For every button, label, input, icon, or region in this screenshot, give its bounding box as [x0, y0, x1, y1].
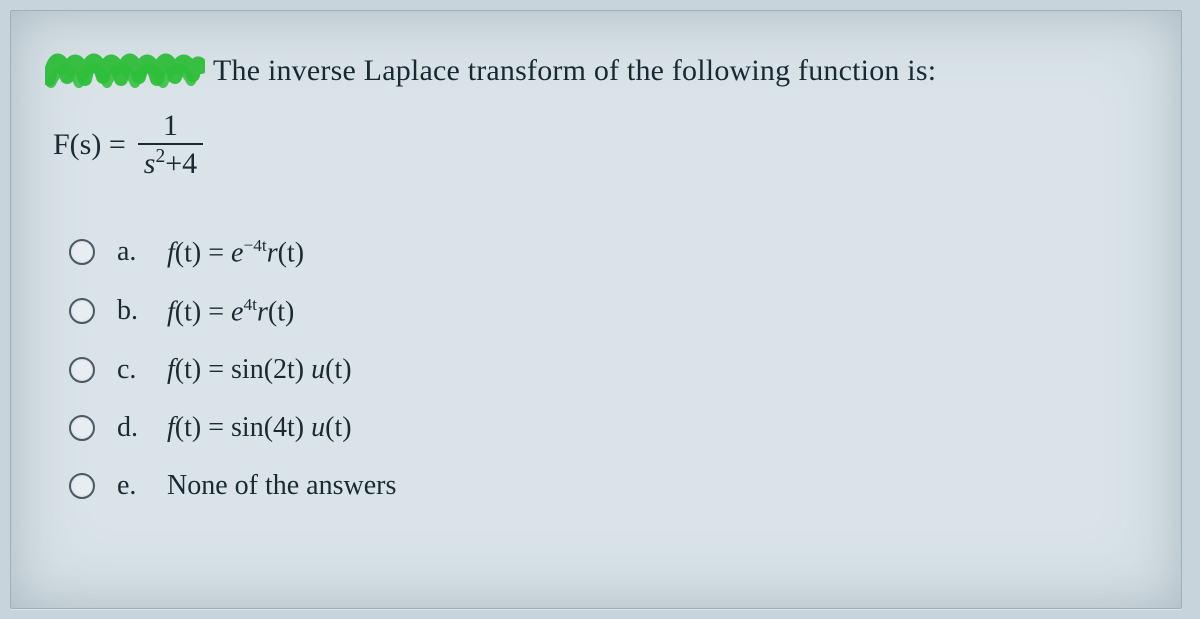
- radio-icon[interactable]: [69, 473, 95, 499]
- option-a[interactable]: a. f(t) = e−4tr(t): [69, 236, 1145, 269]
- radio-icon[interactable]: [69, 298, 95, 324]
- option-math: f(t) = sin(4t) u(t): [167, 412, 352, 444]
- radio-icon[interactable]: [69, 415, 95, 441]
- option-math: f(t) = e−4tr(t): [167, 236, 304, 269]
- question-prompt: The inverse Laplace transform of the fol…: [213, 51, 1145, 92]
- option-key: c.: [117, 354, 145, 386]
- expression-fraction: 1 s2+4: [138, 110, 203, 180]
- fraction-denominator: s2+4: [138, 145, 203, 180]
- radio-icon[interactable]: [69, 239, 95, 265]
- option-key: a.: [117, 236, 145, 268]
- option-c[interactable]: c. f(t) = sin(2t) u(t): [69, 354, 1145, 386]
- option-key: b.: [117, 295, 145, 327]
- option-text: None of the answers: [167, 470, 396, 502]
- options-list: a. f(t) = e−4tr(t) b. f(t) = e4tr(t) c. …: [69, 236, 1145, 503]
- fraction-numerator: 1: [157, 110, 184, 144]
- option-key: e.: [117, 470, 145, 502]
- option-d[interactable]: d. f(t) = sin(4t) u(t): [69, 412, 1145, 444]
- expression-lhs: F(s) =: [53, 128, 126, 162]
- green-scribble-highlight: [45, 33, 205, 95]
- question-sheet: The inverse Laplace transform of the fol…: [10, 10, 1182, 609]
- option-b[interactable]: b. f(t) = e4tr(t): [69, 295, 1145, 328]
- option-math: f(t) = e4tr(t): [167, 295, 294, 328]
- option-math: f(t) = sin(2t) u(t): [167, 354, 352, 386]
- option-e[interactable]: e. None of the answers: [69, 470, 1145, 502]
- question-expression: F(s) = 1 s2+4: [53, 110, 1145, 180]
- option-key: d.: [117, 412, 145, 444]
- radio-icon[interactable]: [69, 357, 95, 383]
